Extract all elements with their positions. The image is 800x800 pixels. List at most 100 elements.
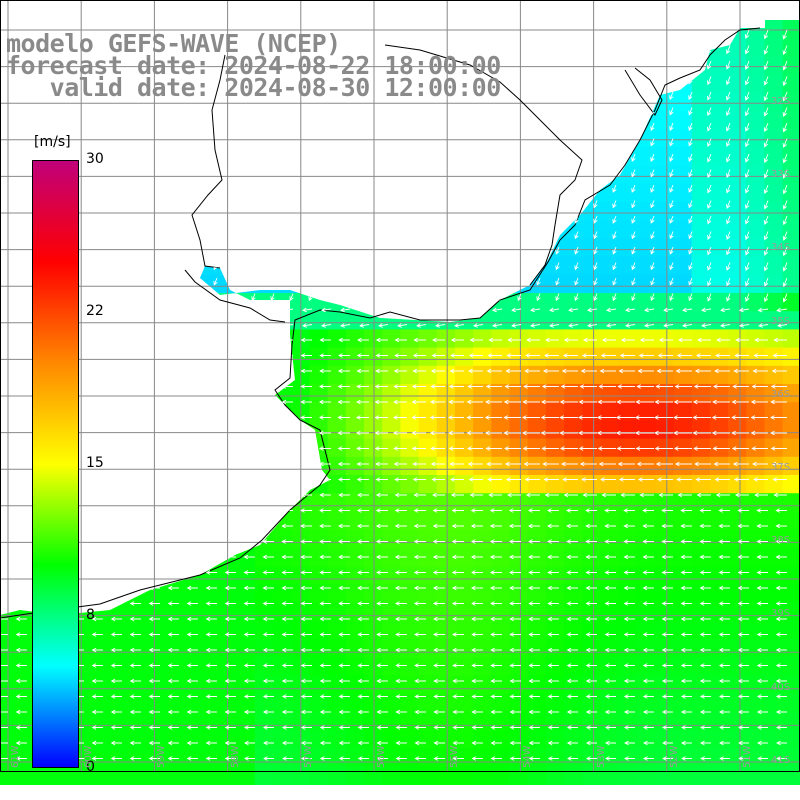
wind-arrow [356,368,369,374]
field-cell [564,493,583,512]
wind-arrow [541,384,559,389]
wind-arrow [384,262,389,271]
wind-arrow [91,616,103,622]
wind-arrow [528,585,540,591]
field-cell [746,657,765,676]
wind-arrow [498,200,503,209]
field-cell [527,165,547,185]
field-cell [400,347,420,367]
wind-arrow [547,725,559,730]
wind-arrow [308,107,313,116]
wind-arrow [175,293,180,302]
field-cell [327,129,347,148]
field-cell [0,729,19,749]
field-cell [109,220,128,239]
wind-arrow [435,323,446,328]
field-cell [491,365,511,385]
field-cell [618,129,638,148]
wind-arrow [744,122,750,132]
field-cell [491,584,511,603]
wind-arrow [262,601,274,606]
field-cell [691,748,711,767]
wind-arrow [205,477,217,482]
wind-arrow [394,353,407,358]
wind-arrow [536,29,541,39]
field-cell [473,529,492,549]
field-cell [618,402,638,421]
field-cell [236,274,256,294]
wind-arrow [243,647,255,653]
field-cell [764,402,784,421]
field-cell [782,92,800,112]
wind-arrow [118,107,123,116]
wind-arrow [498,277,503,286]
field-cell [673,220,693,239]
wind-arrow [340,307,351,313]
field-cell [182,438,201,458]
wind-arrow [243,461,255,467]
wind-arrow [732,461,749,467]
wind-arrow [308,246,313,255]
wind-arrow [422,29,427,39]
wind-arrow [712,384,730,389]
wind-arrow [156,231,161,240]
field-cell [546,347,565,367]
wind-arrow [281,446,293,451]
wind-arrow [300,678,312,684]
wind-arrow [720,307,731,313]
field-cell [145,238,165,258]
field-cell [546,165,565,185]
wind-arrow [15,616,27,622]
wind-arrow [167,616,179,622]
wind-arrow [642,570,654,575]
field-cell [127,547,147,567]
wind-arrow [432,554,445,560]
wind-arrow [782,153,788,164]
field-cell [182,402,201,421]
field-cell [709,20,729,39]
field-cell [218,766,238,785]
wind-arrow [737,508,749,513]
wind-arrow [224,725,236,730]
wind-arrow [581,477,597,482]
wind-arrow [467,384,483,389]
field-cell [455,456,474,476]
field-cell [400,693,420,713]
field-cell [109,329,128,349]
field-cell [455,584,474,603]
wind-arrow [644,307,655,313]
wind-arrow [775,601,787,606]
field-cell [546,420,565,440]
field-cell [273,620,292,640]
field-cell [728,547,747,567]
field-cell [600,493,620,512]
wind-arrow [763,45,769,55]
field-cell [309,384,329,403]
field-cell [327,584,347,603]
field-cell [691,365,711,385]
wind-arrow [775,678,787,684]
field-cell [491,693,511,713]
field-cell [455,329,474,349]
field-cell [600,602,620,622]
wind-arrow [338,523,350,529]
wind-arrow [300,647,312,653]
field-cell [200,547,219,567]
field-cell [0,293,19,312]
field-cell [309,529,329,549]
wind-arrow [451,585,464,591]
field-cell [691,693,711,713]
field-cell [709,165,729,185]
field-cell [382,420,401,440]
wind-arrow [775,539,787,544]
field-cell [364,274,383,294]
wind-arrow [700,725,711,730]
wind-arrow [167,415,179,420]
wind-arrow [224,694,236,699]
wind-arrow [91,570,103,575]
wind-arrow [669,246,674,255]
field-cell [382,165,401,185]
wind-arrow [375,477,388,482]
field-cell [309,402,329,421]
wind-arrow [528,632,540,637]
